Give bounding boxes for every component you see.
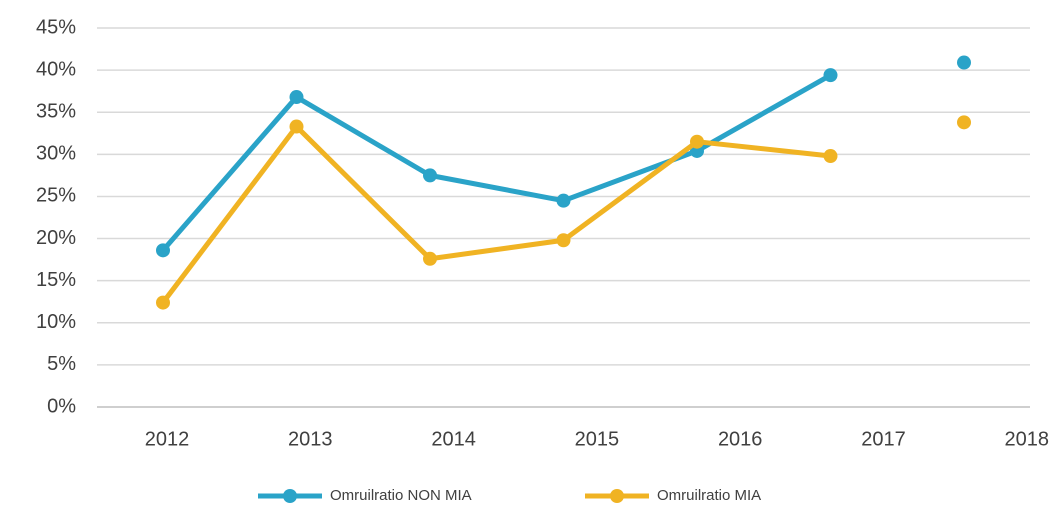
x-tick-label: 2018 [1005, 428, 1050, 450]
y-tick-label: 35% [36, 101, 76, 123]
legend-label: Omruilratio NON MIA [330, 487, 472, 504]
data-point [957, 115, 971, 130]
x-tick-label: 2016 [718, 428, 763, 450]
x-tick-label: 2014 [431, 428, 476, 450]
data-point [690, 134, 704, 149]
data-point [289, 90, 304, 105]
x-tick-label: 2012 [145, 428, 190, 450]
data-point [823, 149, 838, 164]
y-tick-label: 10% [36, 311, 76, 333]
y-tick-label: 15% [36, 269, 76, 291]
series-line [163, 122, 964, 302]
y-tick-label: 40% [36, 58, 76, 80]
legend-label: Omruilratio MIA [657, 487, 761, 504]
y-tick-label: 30% [36, 143, 76, 165]
data-point [423, 168, 437, 183]
x-tick-label: 2017 [861, 428, 906, 450]
y-tick-label: 45% [36, 16, 76, 38]
data-point [156, 243, 170, 258]
data-point [823, 68, 838, 83]
x-tick-label: 2015 [575, 428, 620, 450]
y-tick-label: 0% [47, 395, 76, 417]
data-point [957, 55, 971, 70]
data-point [156, 295, 170, 310]
data-point [289, 119, 304, 134]
series-line [163, 63, 964, 251]
data-point [556, 193, 571, 208]
y-tick-label: 5% [47, 353, 76, 375]
x-tick-label: 2013 [288, 428, 333, 450]
y-tick-label: 20% [36, 227, 76, 249]
data-point [423, 251, 437, 266]
data-point [556, 233, 571, 248]
legend-marker [283, 489, 297, 503]
legend-marker [610, 489, 624, 503]
y-tick-label: 25% [36, 185, 76, 207]
